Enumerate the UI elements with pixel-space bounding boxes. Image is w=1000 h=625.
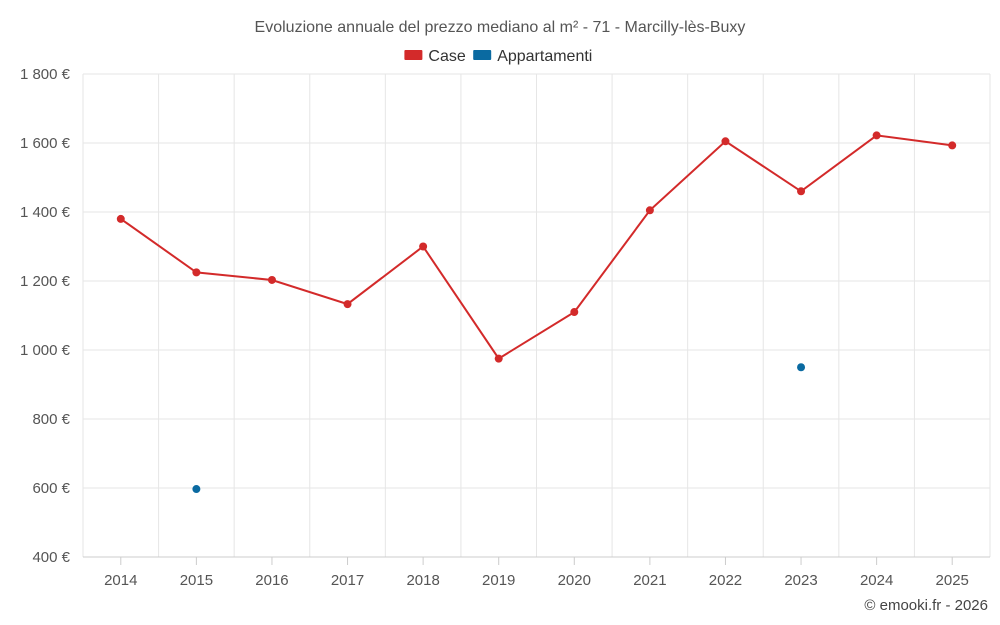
legend-swatch xyxy=(473,50,492,60)
data-point xyxy=(797,187,806,196)
data-point xyxy=(948,141,957,150)
data-point xyxy=(192,268,201,277)
legend-label: Appartamenti xyxy=(497,48,592,65)
data-point xyxy=(494,354,503,363)
data-point xyxy=(872,131,881,140)
grid xyxy=(82,73,991,557)
x-tick-label: 2017 xyxy=(331,572,364,589)
data-point xyxy=(343,300,352,309)
data-point xyxy=(419,242,428,251)
series-case xyxy=(116,131,957,363)
legend-item-appartamenti: Appartamenti xyxy=(473,48,592,65)
x-tick-label: 2020 xyxy=(558,572,591,589)
data-point xyxy=(570,308,579,317)
legend-swatch xyxy=(404,50,423,60)
y-tick-label: 1 800 € xyxy=(20,66,71,83)
x-tick-label: 2025 xyxy=(936,572,969,589)
legend: Case Appartamenti xyxy=(404,48,592,65)
x-tick-label: 2021 xyxy=(633,572,666,589)
x-tick-label: 2019 xyxy=(482,572,515,589)
legend-item-case: Case xyxy=(404,48,466,65)
y-tick-label: 600 € xyxy=(32,480,70,497)
data-point xyxy=(192,485,201,494)
y-tick-label: 400 € xyxy=(32,549,70,566)
data-point xyxy=(645,206,654,215)
y-tick-label: 1 000 € xyxy=(20,342,71,359)
y-tick-label: 1 200 € xyxy=(20,273,71,290)
data-point xyxy=(797,363,806,372)
x-tick-label: 2024 xyxy=(860,572,893,589)
data-point xyxy=(267,275,276,284)
y-tick-label: 800 € xyxy=(32,411,70,428)
chart-title: Evoluzione annuale del prezzo mediano al… xyxy=(255,19,746,36)
x-tick-label: 2018 xyxy=(406,572,439,589)
x-tick-label: 2023 xyxy=(784,572,817,589)
y-axis: 400 € 600 € 800 € 1 000 € 1 200 € 1 400 € 1 60… xyxy=(20,66,71,566)
x-tick-label: 2022 xyxy=(709,572,742,589)
x-axis: 2014 2015 2016 2017 2018 2019 2020 2021 2022 2023… xyxy=(83,556,990,589)
data-point xyxy=(721,137,730,146)
x-tick-label: 2015 xyxy=(180,572,213,589)
data-point xyxy=(116,214,125,223)
y-tick-label: 1 600 € xyxy=(20,135,71,152)
series-line-case xyxy=(120,134,953,360)
credit: © emooki.fr - 2026 xyxy=(864,597,988,614)
series-layer xyxy=(116,131,957,494)
series-appartamenti xyxy=(192,363,806,494)
x-tick-label: 2016 xyxy=(255,572,288,589)
legend-label: Case xyxy=(428,48,465,65)
y-tick-label: 1 400 € xyxy=(20,204,71,221)
x-tick-label: 2014 xyxy=(104,572,137,589)
